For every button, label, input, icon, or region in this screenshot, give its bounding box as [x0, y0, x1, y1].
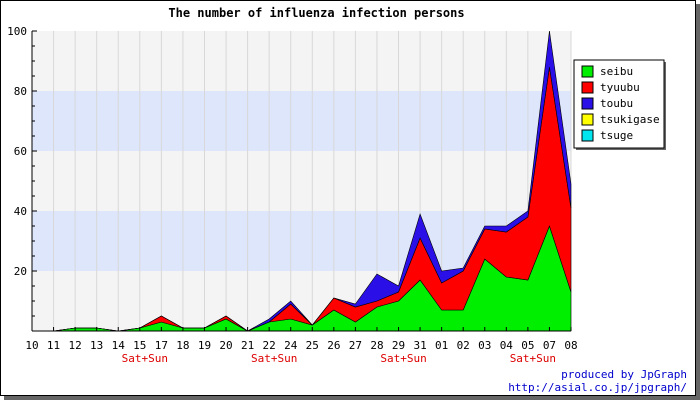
- x-tick-label: 13: [90, 339, 103, 352]
- x-tick-label: 08: [564, 339, 577, 352]
- x-tick-label: 22: [263, 339, 276, 352]
- chart-title: The number of influenza infection person…: [168, 6, 464, 20]
- legend-label-toubu: toubu: [600, 97, 633, 110]
- x-tick-label: 05: [521, 339, 534, 352]
- x-tick-label: 24: [284, 339, 298, 352]
- y-tick-label: 60: [14, 145, 27, 158]
- legend-label-tsukigase: tsukigase: [600, 113, 660, 126]
- y-tick-label: 40: [14, 205, 27, 218]
- x-tick-label: 03: [478, 339, 491, 352]
- weekend-label: Sat+Sun: [251, 352, 297, 365]
- legend-swatch-tyuubu: [581, 81, 594, 94]
- x-tick-label: 14: [112, 339, 126, 352]
- x-tick-label: 26: [327, 339, 340, 352]
- x-tick-label: 10: [25, 339, 38, 352]
- grid-band-0: [32, 91, 571, 151]
- x-tick-label: 07: [543, 339, 556, 352]
- y-tick-label: 20: [14, 265, 27, 278]
- x-tick-label: 28: [370, 339, 383, 352]
- legend-swatch-tsukigase: [581, 113, 594, 126]
- legend-swatch-toubu: [581, 97, 594, 110]
- x-tick-label: 19: [198, 339, 211, 352]
- x-tick-label: 27: [349, 339, 362, 352]
- y-tick-label: 80: [14, 85, 27, 98]
- legend-swatch-tsuge: [581, 129, 594, 142]
- weekend-label: Sat+Sun: [380, 352, 426, 365]
- x-tick-label: 25: [306, 339, 319, 352]
- y-tick-label: 100: [7, 25, 27, 38]
- x-tick-label: 01: [435, 339, 448, 352]
- x-tick-label: 11: [47, 339, 60, 352]
- x-tick-label: 20: [219, 339, 232, 352]
- legend-label-tyuubu: tyuubu: [600, 81, 640, 94]
- legend-swatch-seibu: [581, 65, 594, 78]
- weekend-label: Sat+Sun: [510, 352, 556, 365]
- x-tick-label: 21: [241, 339, 254, 352]
- x-tick-label: 04: [500, 339, 514, 352]
- weekend-label: Sat+Sun: [122, 352, 168, 365]
- x-tick-label: 29: [392, 339, 405, 352]
- x-tick-label: 12: [68, 339, 81, 352]
- series-area-toubu: [32, 30, 572, 332]
- legend-label-tsuge: tsuge: [600, 129, 633, 142]
- legend-label-seibu: seibu: [600, 65, 633, 78]
- credit-url[interactable]: http://asial.co.jp/jpgraph/: [508, 381, 687, 394]
- x-tick-label: 17: [155, 339, 168, 352]
- credit-line: produced by JpGraph: [561, 368, 687, 381]
- x-tick-label: 31: [413, 339, 426, 352]
- x-tick-label: 15: [133, 339, 146, 352]
- x-tick-label: 18: [176, 339, 189, 352]
- x-tick-label: 02: [457, 339, 470, 352]
